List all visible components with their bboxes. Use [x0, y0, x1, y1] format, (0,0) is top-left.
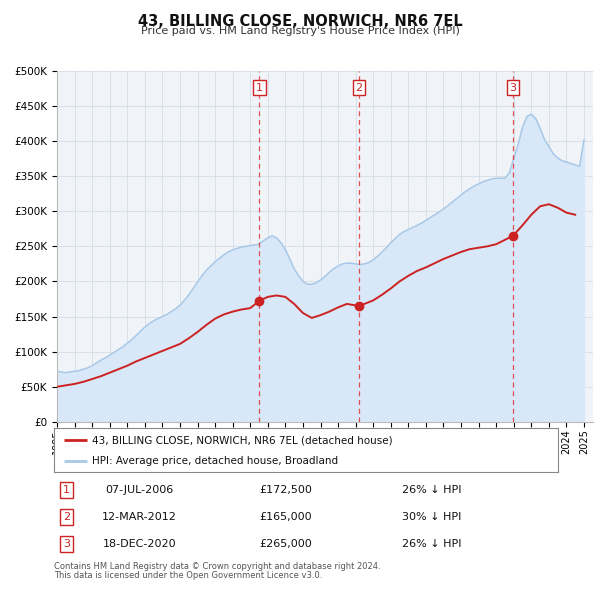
Text: 18-DEC-2020: 18-DEC-2020 — [103, 539, 176, 549]
Text: 3: 3 — [63, 539, 70, 549]
Text: £165,000: £165,000 — [260, 512, 312, 522]
Text: HPI: Average price, detached house, Broadland: HPI: Average price, detached house, Broa… — [92, 456, 338, 466]
Text: This data is licensed under the Open Government Licence v3.0.: This data is licensed under the Open Gov… — [54, 571, 322, 579]
Text: £265,000: £265,000 — [259, 539, 312, 549]
Text: 2: 2 — [63, 512, 70, 522]
Text: 26% ↓ HPI: 26% ↓ HPI — [402, 539, 462, 549]
Text: 26% ↓ HPI: 26% ↓ HPI — [402, 485, 462, 495]
Text: 43, BILLING CLOSE, NORWICH, NR6 7EL (detached house): 43, BILLING CLOSE, NORWICH, NR6 7EL (det… — [92, 435, 392, 445]
Text: £172,500: £172,500 — [259, 485, 312, 495]
Text: 1: 1 — [63, 485, 70, 495]
Text: 30% ↓ HPI: 30% ↓ HPI — [403, 512, 461, 522]
Text: Price paid vs. HM Land Registry's House Price Index (HPI): Price paid vs. HM Land Registry's House … — [140, 26, 460, 36]
Text: 3: 3 — [509, 83, 517, 93]
Text: 2: 2 — [355, 83, 362, 93]
Text: 07-JUL-2006: 07-JUL-2006 — [106, 485, 174, 495]
Text: 43, BILLING CLOSE, NORWICH, NR6 7EL: 43, BILLING CLOSE, NORWICH, NR6 7EL — [137, 14, 463, 29]
Text: 1: 1 — [256, 83, 263, 93]
Text: Contains HM Land Registry data © Crown copyright and database right 2024.: Contains HM Land Registry data © Crown c… — [54, 562, 380, 571]
Text: 12-MAR-2012: 12-MAR-2012 — [102, 512, 177, 522]
